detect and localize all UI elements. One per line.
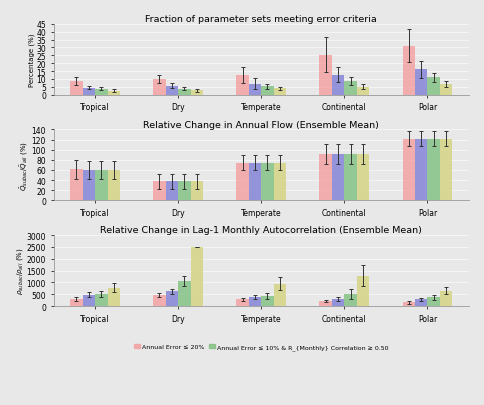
Bar bbox=[166, 292, 178, 306]
Bar bbox=[70, 82, 83, 96]
Bar bbox=[357, 87, 369, 96]
Bar bbox=[440, 139, 453, 201]
Bar bbox=[427, 78, 440, 96]
Bar bbox=[83, 88, 95, 96]
Bar bbox=[95, 171, 107, 201]
Bar bbox=[153, 182, 166, 201]
Bar bbox=[415, 70, 427, 96]
Bar bbox=[191, 182, 203, 201]
Bar bbox=[249, 297, 261, 306]
Bar bbox=[166, 86, 178, 96]
Bar bbox=[261, 164, 274, 201]
Y-axis label: $\bar{Q}_{subac}/\bar{Q}_{all}$ (%): $\bar{Q}_{subac}/\bar{Q}_{all}$ (%) bbox=[18, 141, 30, 190]
Bar bbox=[332, 299, 344, 306]
Bar bbox=[440, 85, 453, 96]
Bar bbox=[236, 164, 249, 201]
Bar bbox=[153, 79, 166, 96]
Bar bbox=[178, 182, 191, 201]
Bar bbox=[178, 90, 191, 96]
Bar bbox=[319, 301, 332, 306]
Title: Relative Change in Annual Flow (Ensemble Mean): Relative Change in Annual Flow (Ensemble… bbox=[143, 120, 379, 129]
Bar bbox=[107, 171, 120, 201]
Bar bbox=[261, 87, 274, 96]
Bar bbox=[153, 295, 166, 306]
Bar bbox=[107, 92, 120, 96]
Bar bbox=[344, 294, 357, 306]
Bar bbox=[403, 47, 415, 96]
Bar bbox=[191, 91, 203, 96]
Legend: Annual Error ≤ 20%, Annual Error ≤ 10% & R_{Monthly} Correlation ≥ 0.50: Annual Error ≤ 20%, Annual Error ≤ 10% &… bbox=[131, 341, 392, 352]
Bar bbox=[357, 276, 369, 306]
Bar bbox=[274, 164, 286, 201]
Bar bbox=[178, 281, 191, 306]
Bar bbox=[95, 90, 107, 96]
Bar bbox=[191, 247, 203, 306]
Bar bbox=[319, 155, 332, 201]
Bar bbox=[332, 75, 344, 96]
Title: Relative Change in Lag-1 Monthly Autocorrelation (Ensemble Mean): Relative Change in Lag-1 Monthly Autocor… bbox=[100, 226, 422, 235]
Bar bbox=[95, 294, 107, 306]
Bar bbox=[344, 82, 357, 96]
Bar bbox=[236, 76, 249, 96]
Y-axis label: $\rho_{subac}/\rho_{all}$ (%): $\rho_{subac}/\rho_{all}$ (%) bbox=[15, 247, 25, 295]
Y-axis label: Percentage (%): Percentage (%) bbox=[28, 33, 35, 87]
Bar bbox=[415, 139, 427, 201]
Bar bbox=[274, 89, 286, 96]
Bar bbox=[344, 155, 357, 201]
Bar bbox=[249, 164, 261, 201]
Bar bbox=[415, 299, 427, 306]
Bar bbox=[274, 284, 286, 306]
Bar bbox=[403, 303, 415, 306]
Bar bbox=[166, 182, 178, 201]
Title: Fraction of parameter sets meeting error criteria: Fraction of parameter sets meeting error… bbox=[145, 15, 377, 24]
Bar bbox=[83, 295, 95, 306]
Bar bbox=[403, 139, 415, 201]
Bar bbox=[107, 288, 120, 306]
Bar bbox=[427, 139, 440, 201]
Bar bbox=[70, 170, 83, 201]
Bar bbox=[261, 296, 274, 306]
Bar bbox=[83, 171, 95, 201]
Bar bbox=[440, 291, 453, 306]
Bar bbox=[249, 85, 261, 96]
Bar bbox=[332, 155, 344, 201]
Bar bbox=[70, 299, 83, 306]
Bar bbox=[236, 300, 249, 306]
Bar bbox=[357, 155, 369, 201]
Bar bbox=[427, 298, 440, 306]
Bar bbox=[319, 55, 332, 96]
